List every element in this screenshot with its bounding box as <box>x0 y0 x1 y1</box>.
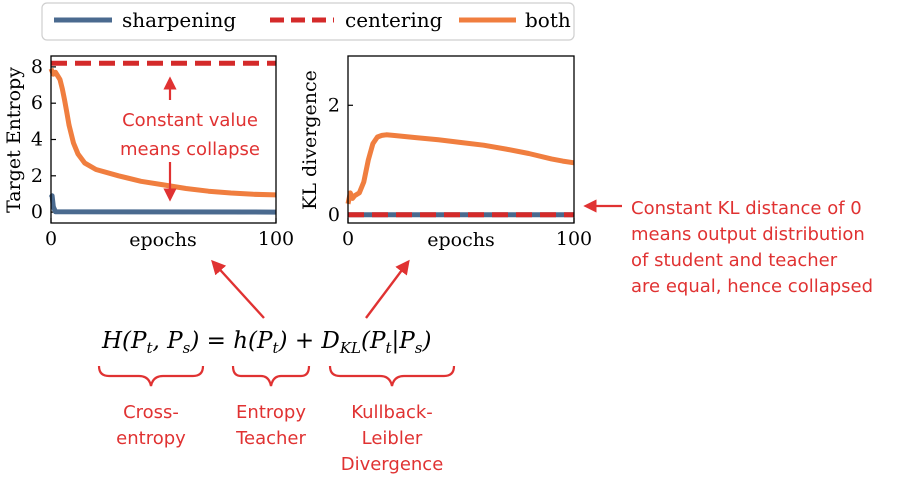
kl-divergence-line-2: Leibler <box>362 428 423 449</box>
arrow-to-kl-chart-icon <box>365 259 410 319</box>
x-tick-label: 100 <box>556 228 592 250</box>
series-line-both <box>48 67 277 198</box>
legend-label-sharpening: sharpening <box>122 8 236 32</box>
y-tick-label: 0 <box>328 204 340 226</box>
brace-entropy-teacher-icon <box>231 365 311 387</box>
y-tick-label: 2 <box>328 94 340 116</box>
x-axis-label-kl: epochs <box>427 229 494 251</box>
kl-divergence-line-3: Divergence <box>341 454 444 475</box>
collapse-note-line-1: Constant value <box>122 110 258 131</box>
legend: sharpening centering both <box>41 2 575 41</box>
x-tick-label: 100 <box>258 228 294 250</box>
tick-labels-entropy: 0 2 4 6 8 0 100 <box>31 56 294 250</box>
kl-note-line-1: Constant KL distance of 0 <box>631 198 862 219</box>
series-line-both <box>345 132 575 205</box>
legend-frame <box>41 2 575 41</box>
cross-entropy-line-2: entropy <box>116 428 186 449</box>
series-line-sharpening <box>48 193 277 215</box>
y-tick-label: 2 <box>31 165 43 187</box>
y-tick-label: 8 <box>31 56 43 78</box>
x-axis-label-entropy: epochs <box>129 229 196 251</box>
arrow-to-entropy-chart-icon <box>211 259 265 319</box>
plot-frame-kl <box>347 55 575 224</box>
series-group-kl <box>345 132 575 218</box>
kl-note-line-4: are equal, hence collapsed <box>631 276 873 297</box>
legend-label-both: both <box>525 8 571 32</box>
y-tick-label: 0 <box>31 201 43 223</box>
cross-entropy-line-1: Cross- <box>123 402 179 423</box>
brace-cross-entropy-icon <box>97 365 205 387</box>
legend-label-centering: centering <box>345 8 443 32</box>
kl-note-line-3: of student and teacher <box>631 250 838 271</box>
kl-annotation: Constant KL distance of 0 means output d… <box>583 198 873 297</box>
kl-note-line-2: means output distribution <box>631 224 865 245</box>
plot-frame-entropy <box>50 55 277 224</box>
y-axis-label-entropy: Target Entropy <box>3 67 25 213</box>
x-tick-label: 0 <box>342 228 354 250</box>
y-axis-label-kl: KL divergence <box>299 70 321 210</box>
brace-kl-divergence-icon <box>328 365 456 387</box>
y-tick-label: 6 <box>31 92 43 114</box>
entropy-teacher-line-2: Teacher <box>235 428 306 449</box>
series-group-entropy <box>48 60 277 215</box>
chart-entropy: Target Entropy 0 2 4 6 8 0 100 epochs <box>3 55 294 251</box>
y-tick-label: 4 <box>31 129 43 151</box>
entropy-teacher-line-1: Entropy <box>236 402 306 423</box>
collapse-note-line-2: means collapse <box>120 139 260 160</box>
formula: H(Pt, Ps) = h(Pt) + DKL(Pt|Ps) <box>101 328 431 357</box>
x-tick-label: 0 <box>45 228 57 250</box>
collapse-annotation: Constant value means collapse <box>120 76 260 202</box>
chart-kl: KL divergence 0 2 0 100 epochs <box>299 55 592 251</box>
kl-divergence-line-1: Kullback- <box>351 402 433 423</box>
